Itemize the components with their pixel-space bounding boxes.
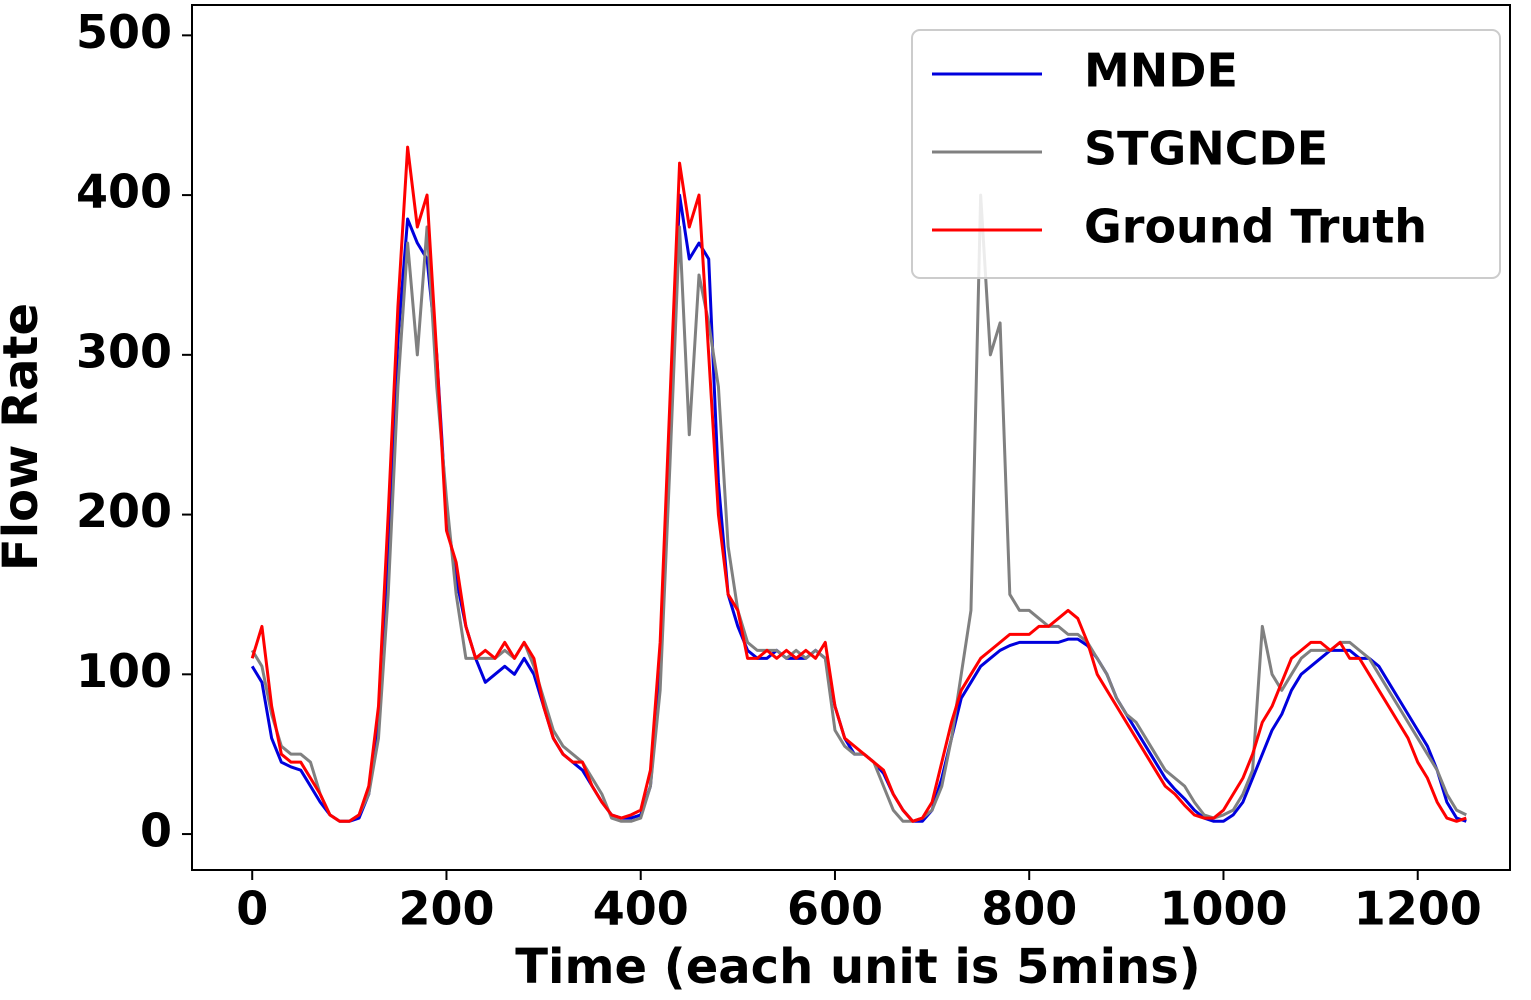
legend-label: MNDE [1084,44,1238,98]
series-line [250,193,1467,823]
x-tick-label: 0 [236,882,268,936]
legend-label: STGNCDE [1084,122,1328,176]
y-tick-label: 400 [76,165,172,219]
series-line [250,145,1467,823]
y-tick-label: 300 [76,324,172,378]
x-tick-label: 400 [593,882,689,936]
series-line [250,193,1467,823]
y-axis-label: Flow Rate [0,303,49,571]
x-axis-label: Time (each unit is 5mins) [515,939,1200,995]
plot-frame [191,4,1511,871]
y-tick-label: 0 [140,804,172,858]
plot-area [250,145,1467,823]
x-tick-label: 200 [398,882,494,936]
legend-box [911,29,1501,279]
x-tick-label: 800 [981,882,1077,936]
y-tick-label: 200 [76,484,172,538]
x-tick-label: 600 [787,882,883,936]
x-tick-label: 1000 [1159,882,1287,936]
x-tick-label: 1200 [1354,882,1482,936]
y-tick-label: 500 [76,5,172,59]
legend-label: Ground Truth [1084,200,1427,254]
y-tick-label: 100 [76,644,172,698]
